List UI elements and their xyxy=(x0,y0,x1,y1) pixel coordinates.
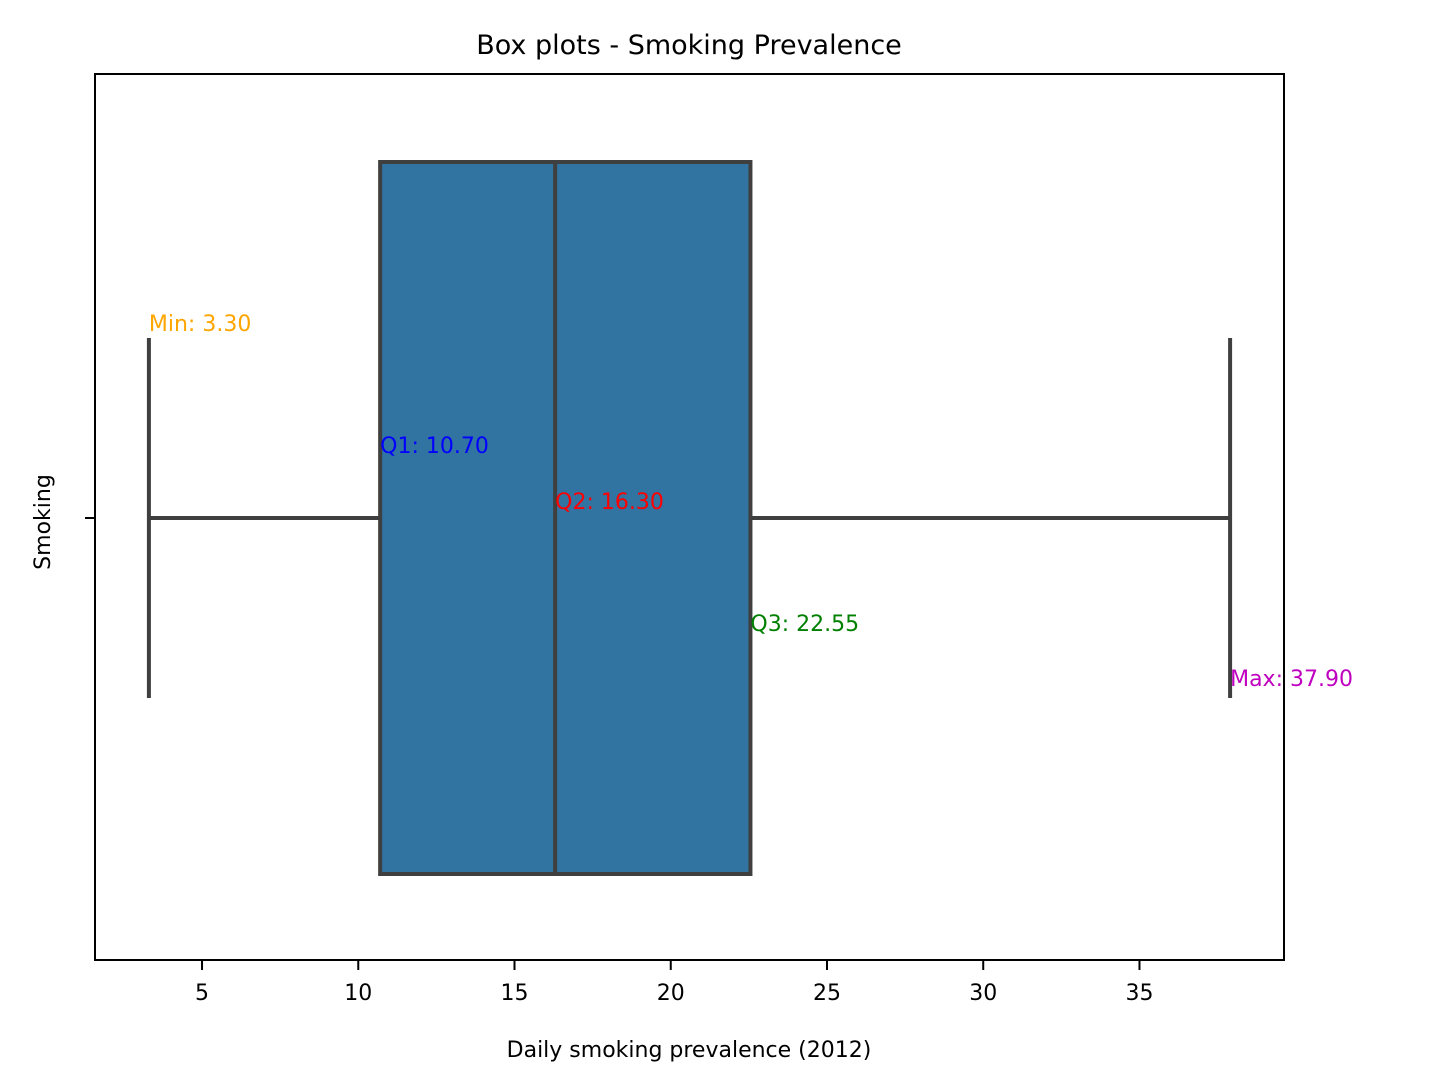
x-tick-label: 20 xyxy=(657,981,685,1006)
q3-annotation: Q3: 22.55 xyxy=(750,612,859,637)
plot-area xyxy=(146,160,1233,876)
y-axis-label: Smoking xyxy=(31,474,56,570)
x-tick-label: 30 xyxy=(969,981,997,1006)
x-tick-label: 5 xyxy=(195,981,209,1006)
x-axis-label: Daily smoking prevalence (2012) xyxy=(507,1038,872,1063)
x-tick-label: 25 xyxy=(813,981,841,1006)
x-tick-label: 10 xyxy=(344,981,372,1006)
x-tick-label: 35 xyxy=(1125,981,1153,1006)
chart-title: Box plots - Smoking Prevalence xyxy=(476,30,902,61)
max-annotation: Max: 37.90 xyxy=(1230,667,1353,692)
x-tick-label: 15 xyxy=(501,981,529,1006)
x-axis-ticks: 5 10 15 20 25 30 35 xyxy=(195,960,1153,1006)
iqr-box xyxy=(378,160,753,876)
annotation-labels: Min: 3.30 Q1: 10.70 Q2: 16.30 Q3: 22.55 Max:… xyxy=(149,312,1353,692)
min-annotation: Min: 3.30 xyxy=(149,312,251,337)
q1-annotation: Q1: 10.70 xyxy=(380,434,489,459)
median-annotation: Q2: 16.30 xyxy=(555,490,664,515)
